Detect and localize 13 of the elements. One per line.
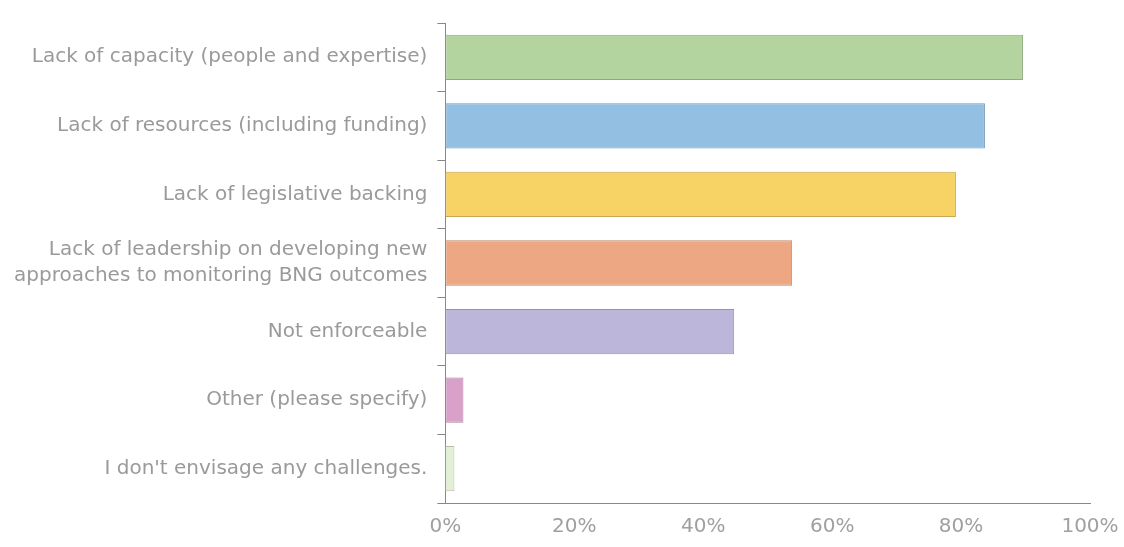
y-tick-label: Lack of leadership on developing new approaches to monitoring BNG outcomes (13, 236, 428, 287)
x-tick-label: 80% (938, 513, 984, 538)
x-tick-label: 100% (1061, 513, 1119, 538)
y-tick-label: I don't envisage any challenges. (104, 454, 428, 479)
y-tick-label: Lack of capacity (people and expertise) (31, 43, 428, 68)
x-tick-label: 0% (429, 513, 462, 538)
x-tick-label: 40% (681, 513, 726, 538)
y-tick-label: Not enforceable (267, 317, 428, 342)
x-tick-label: 20% (552, 513, 597, 538)
x-tick-label: 60% (809, 513, 855, 538)
y-tick-label: Other (please specify) (206, 386, 428, 411)
y-tick-label: Lack of resources (including funding) (57, 112, 428, 137)
y-tick-label: Lack of legislative backing (162, 180, 428, 205)
